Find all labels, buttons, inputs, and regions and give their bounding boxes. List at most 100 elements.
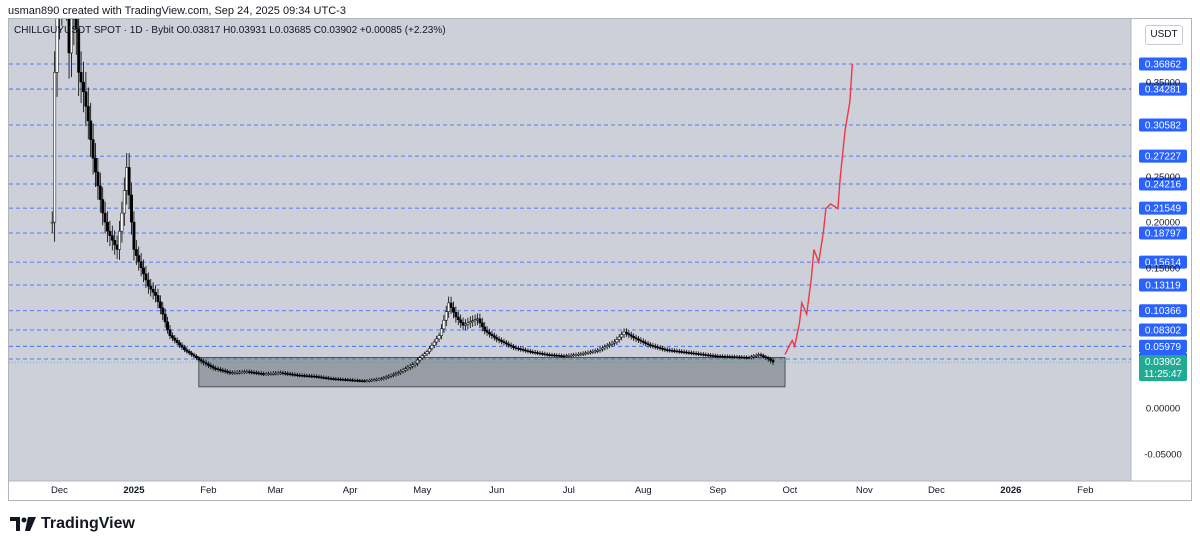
candle-body xyxy=(721,355,725,358)
level-tag xyxy=(1139,226,1187,240)
candle-body xyxy=(514,347,518,349)
countdown-label: 11:25:47 xyxy=(1144,369,1183,380)
candle-body xyxy=(175,340,179,343)
candle-body xyxy=(243,371,246,374)
candle-body xyxy=(617,336,621,340)
candle-body xyxy=(367,380,371,382)
candle-body xyxy=(84,91,88,107)
candle-body xyxy=(737,356,741,359)
candle-body xyxy=(156,295,160,302)
level-tag xyxy=(1139,201,1187,215)
candle-body xyxy=(228,371,232,374)
candle-body xyxy=(274,372,278,375)
tradingview-logo-icon xyxy=(10,517,36,531)
candle-body xyxy=(178,342,182,346)
candle-body xyxy=(627,333,631,336)
candle-body xyxy=(423,353,427,356)
candle-body xyxy=(389,375,393,377)
candle-body xyxy=(53,72,57,223)
candle-body xyxy=(329,378,333,380)
level-tag-label: 0.05979 xyxy=(1145,342,1182,353)
candle-body xyxy=(74,19,78,29)
candle-body xyxy=(303,375,306,377)
symbol-legend: CHILLGUYUSDT SPOT · 1D · Bybit O0.03817 … xyxy=(14,25,446,36)
candle-body xyxy=(240,371,244,374)
candle-body xyxy=(375,379,379,381)
candle-body xyxy=(478,318,482,324)
candle-body xyxy=(480,322,484,328)
candle-body xyxy=(713,355,717,357)
candle-body xyxy=(507,343,511,346)
candle-body xyxy=(598,348,602,351)
candle-body xyxy=(384,376,388,379)
candle-body xyxy=(718,355,722,358)
candle-body xyxy=(562,355,566,358)
candle-body xyxy=(466,322,470,325)
candle-body xyxy=(91,139,95,159)
candle-body xyxy=(430,345,434,349)
candle-body xyxy=(387,375,391,378)
candle-body xyxy=(199,359,203,362)
price-chart[interactable]: 0.36862 0.34281 0.30582 0.27227 0.24216 0.215… xyxy=(9,19,1191,500)
candle-body xyxy=(382,377,386,380)
candle-body xyxy=(689,352,693,354)
candle-body xyxy=(77,28,81,73)
candle-body xyxy=(745,356,749,359)
y-tick-label: 0.20000 xyxy=(1146,218,1180,229)
projection-line xyxy=(784,63,853,355)
candle-body xyxy=(456,316,460,320)
candle-body xyxy=(552,354,556,357)
candle-body xyxy=(233,372,237,374)
candle-body xyxy=(697,353,700,355)
candle-body xyxy=(327,377,330,380)
candle-body xyxy=(735,356,739,359)
chart-panel[interactable]: 0.36862 0.34281 0.30582 0.27227 0.24216 0.215… xyxy=(8,18,1192,501)
candle-body xyxy=(615,339,619,343)
candle-body xyxy=(658,347,662,349)
candle-body xyxy=(192,354,196,357)
candle-body xyxy=(185,349,189,352)
candle-body xyxy=(221,369,225,372)
candle-body xyxy=(622,331,626,335)
candle-body xyxy=(468,321,472,324)
candle-body xyxy=(440,328,443,336)
candle-body xyxy=(122,190,126,214)
candle-body xyxy=(612,341,616,344)
level-tag xyxy=(1139,149,1187,163)
candle-body xyxy=(524,349,528,352)
candle-body xyxy=(182,347,186,350)
candle-body xyxy=(50,221,54,224)
currency-button[interactable]: USDT xyxy=(1145,25,1183,45)
candle-body xyxy=(464,323,467,326)
candle-body xyxy=(500,340,503,342)
candle-body xyxy=(351,379,355,382)
candle-body xyxy=(761,355,765,357)
level-tag xyxy=(1139,82,1187,96)
candle-body xyxy=(625,331,628,334)
x-tick-label: Jun xyxy=(489,485,504,496)
candle-body xyxy=(452,307,455,313)
x-tick-label: Feb xyxy=(1077,485,1093,496)
level-tag-label: 0.13119 xyxy=(1145,281,1181,292)
footer-brand: TradingView xyxy=(41,515,135,532)
level-tag xyxy=(1139,118,1187,132)
candle-body xyxy=(396,372,400,375)
candle-body xyxy=(142,267,145,275)
candle-body xyxy=(235,372,239,374)
candle-body xyxy=(298,374,302,377)
candle-body xyxy=(723,356,727,358)
level-tag xyxy=(1139,255,1187,269)
candle-body xyxy=(255,372,258,374)
candle-body xyxy=(113,240,117,246)
candle-body xyxy=(190,352,194,355)
candle-body xyxy=(305,375,309,377)
candle-body xyxy=(262,373,266,375)
candle-body xyxy=(742,356,746,359)
level-tag xyxy=(1139,177,1187,191)
candle-body xyxy=(512,346,515,348)
y-tick-label: 0.15000 xyxy=(1146,263,1180,274)
candle-body xyxy=(315,376,318,378)
level-tag-label: 0.21549 xyxy=(1145,204,1182,215)
candle-body xyxy=(641,340,645,343)
candle-body xyxy=(214,367,218,370)
